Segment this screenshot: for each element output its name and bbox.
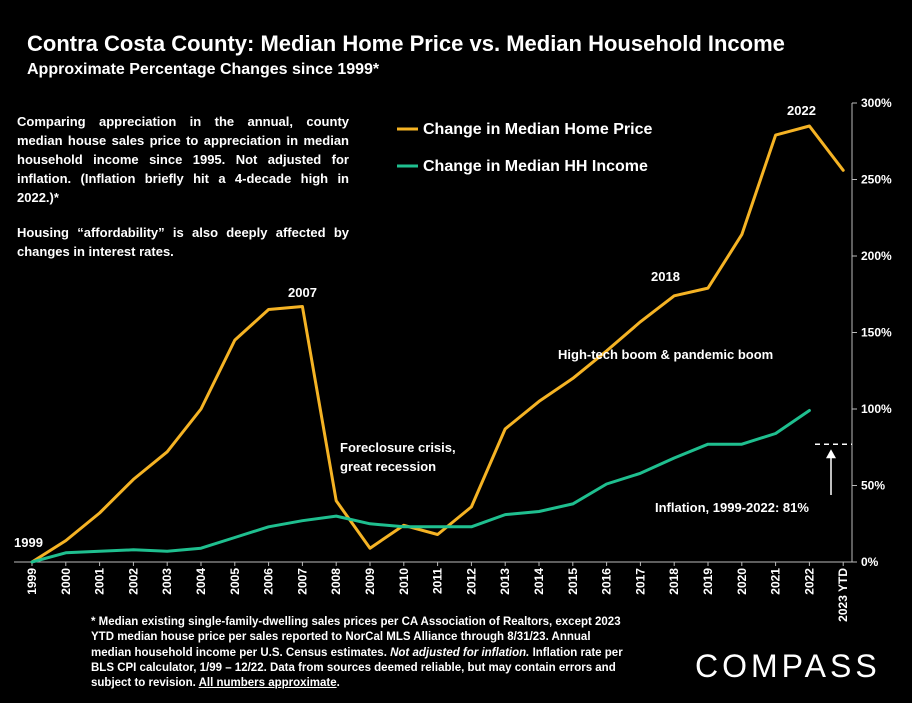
annotation-boom: High-tech boom & pandemic boom [558,347,773,362]
x-tick-label: 2005 [228,568,242,595]
x-tick-label: 2007 [295,568,309,595]
x-tick-label: 2017 [633,568,647,595]
x-tick-label: 2006 [262,568,276,595]
compass-logo: COMPASS [695,648,881,684]
annotation-crisis-line-2: great recession [340,459,436,474]
x-tick-label: 2016 [600,568,614,595]
annotation-2022: 2022 [787,103,816,118]
chart-subtitle: Approximate Percentage Changes since 199… [27,61,380,78]
x-tick-label: 2021 [769,568,783,595]
x-tick-label: 2012 [464,568,478,595]
footnote-text-italic: Not adjusted for inflation. [390,646,530,659]
inflation-arrowhead-icon [826,449,836,459]
x-tick-label: 2023 YTD [836,568,850,622]
legend: Change in Median Home Price Change in Me… [397,121,652,175]
x-tick-label: 2019 [701,568,715,595]
annotation-inflation: Inflation, 1999-2022: 81% [655,500,809,515]
annotation-2018: 2018 [651,269,680,284]
footnote-text-underlined: All numbers approximate [198,677,337,690]
footnote-text-2: Inflation rate per BLS CPI calculator, 1… [91,646,623,690]
x-tick-label: 2001 [93,568,107,595]
x-tick-label: 2020 [735,568,749,595]
x-tick-label: 2000 [59,568,73,595]
footnote-text-3: . [336,677,340,690]
annotations: 1999 2007 2018 2022 Foreclosure crisis, … [14,103,852,550]
y-tick-label: 300% [861,96,892,110]
explanatory-note: Comparing appreciation in the annual, co… [17,112,349,277]
annotation-2007: 2007 [288,285,317,300]
x-tick-label: 2011 [431,568,445,594]
x-tick-label: 2009 [363,568,377,595]
x-tick-label: 2022 [802,568,816,595]
x-tick-label: 2014 [532,568,546,595]
y-tick-label: 0% [861,555,879,569]
legend-label-hh-income: Change in Median HH Income [423,158,648,175]
source-footnote: * Median existing single-family-dwelling… [91,615,631,691]
x-tick-label: 2002 [126,568,140,595]
y-tick-label: 100% [861,402,892,416]
annotation-crisis-line-1: Foreclosure crisis, [340,440,456,455]
series-lines [30,124,845,564]
axes: 0% 50% 100% 150% 200% 250% 300% 1999 2000 2001 200… [14,96,892,622]
note-paragraph-2: Housing “affordability” is also deeply a… [17,225,349,259]
series-line-home-price [30,124,845,564]
chart-title: Contra Costa County: Median Home Price v… [27,31,785,56]
series-line-hh-income [30,409,811,564]
note-paragraph-1: Comparing appreciation in the annual, co… [17,114,349,205]
x-tick-label: 2008 [329,568,343,595]
y-tick-label: 150% [861,326,892,340]
x-tick-label: 2018 [667,568,681,595]
footnote-text-1: * Median existing single-family-dwelling… [91,616,621,659]
x-tick-label: 2010 [397,568,411,595]
x-tick-label: 2013 [498,568,512,595]
x-tick-label: 1999 [25,568,39,595]
y-tick-label: 250% [861,173,892,187]
annotation-1999: 1999 [14,535,43,550]
y-tick-label: 50% [861,479,885,493]
y-tick-label: 200% [861,249,892,263]
x-tick-label: 2003 [160,568,174,595]
x-tick-label: 2015 [566,568,580,595]
legend-label-home-price: Change in Median Home Price [423,121,652,138]
x-tick-label: 2004 [194,568,208,595]
